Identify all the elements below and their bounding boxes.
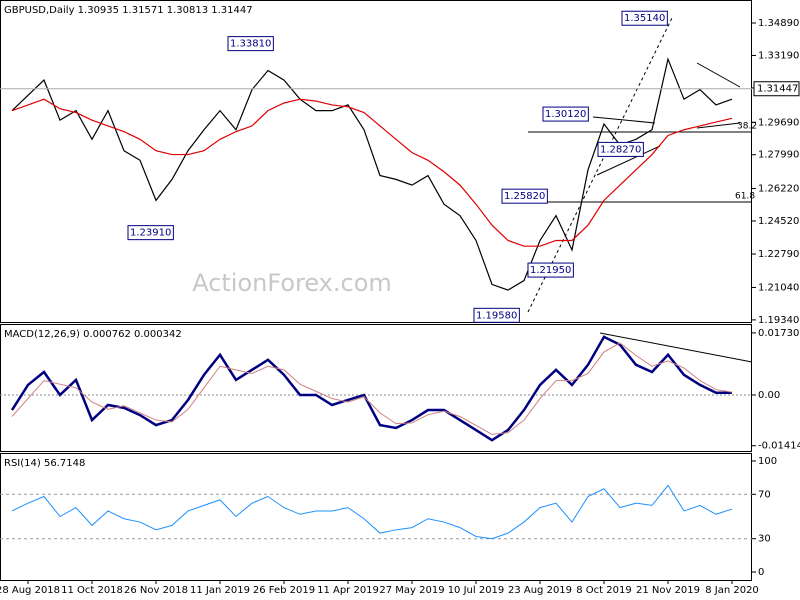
- macd-title: MACD(12,26,9) 0.000762 0.000342: [4, 329, 182, 340]
- x-tick-label: 28 Aug 2018: [0, 585, 60, 596]
- y-tick-label: 1.21040: [758, 282, 799, 293]
- x-tick-label: 23 Aug 2019: [508, 585, 572, 596]
- y-tick-label: 100: [758, 456, 777, 467]
- annotation-box: [501, 188, 548, 204]
- y-tick-label: 0: [758, 567, 764, 578]
- x-tick-label: 27 May 2019: [379, 585, 444, 596]
- last-price-box: [753, 81, 800, 97]
- annotation-box: [527, 262, 574, 278]
- y-tick-label: 1.24520: [758, 216, 799, 227]
- y-tick-label: 0.017302: [758, 328, 800, 339]
- x-tick-label: 21 Nov 2019: [636, 585, 700, 596]
- series-line: [11, 484, 733, 540]
- annotation-label: 1.25820: [504, 191, 545, 202]
- y-tick-label: -0.014148: [758, 441, 800, 452]
- rsi-title: RSI(14) 56.7148: [4, 458, 85, 469]
- rsi-panel: [0, 453, 752, 581]
- triangle-line: [696, 62, 741, 88]
- annotation-label: 1.35140: [624, 13, 665, 24]
- annotation-box: [227, 36, 274, 52]
- x-tick-label: 11 Jan 2019: [190, 585, 250, 596]
- series-line: [10, 335, 732, 442]
- y-tick-label: 0.00: [758, 390, 780, 401]
- annotation-box: [127, 225, 174, 241]
- annotation-label: 1.19580: [476, 310, 517, 321]
- y-tick-label: 1.22790: [758, 249, 799, 260]
- x-tick-label: 8 Oct 2019: [576, 585, 631, 596]
- y-tick-label: 1.34890: [758, 18, 799, 29]
- watermark: ActionForex.com: [192, 269, 392, 297]
- annotation-box: [621, 10, 668, 26]
- y-tick-label: 1.29690: [758, 117, 799, 128]
- x-tick-label: 10 Jul 2019: [448, 585, 505, 596]
- y-tick-label: 1.27990: [758, 150, 799, 161]
- annotation-box: [542, 106, 589, 122]
- last-price-label: 1.31447: [757, 84, 798, 95]
- triangle-line: [596, 145, 661, 176]
- y-tick-label: 30: [758, 534, 771, 545]
- x-tick-label: 11 Apr 2019: [317, 585, 379, 596]
- fib-label: 61.8: [735, 192, 755, 202]
- annotation-label: 1.23910: [130, 228, 171, 239]
- price-title: GBPUSD,Daily 1.30935 1.31571 1.30813 1.3…: [4, 5, 253, 16]
- x-tick-label: 8 Jan 2020: [705, 585, 759, 596]
- x-tick-label: 11 Oct 2018: [61, 585, 123, 596]
- annotation-label: 1.30120: [545, 109, 586, 120]
- fib-label: 38.2: [737, 122, 757, 132]
- triangle-line: [592, 116, 656, 124]
- series-line: [11, 342, 733, 435]
- annotation-label: 1.33810: [230, 39, 271, 50]
- annotation-label: 1.28270: [600, 144, 641, 155]
- macd-panel: [0, 324, 752, 452]
- macd-trend-line: [599, 332, 753, 363]
- y-tick-label: 1.19340: [758, 315, 799, 326]
- annotation-label: 1.21950: [530, 265, 571, 276]
- y-tick-label: 70: [758, 489, 771, 500]
- price-panel: [0, 0, 752, 323]
- triangle-line: [696, 122, 741, 129]
- annotation-box: [473, 307, 520, 323]
- x-tick-label: 26 Feb 2019: [253, 585, 315, 596]
- annotation-box: [597, 141, 644, 157]
- series-line: [11, 98, 733, 247]
- y-tick-label: 1.26220: [758, 184, 799, 195]
- series-line: [11, 57, 733, 291]
- x-tick-label: 26 Nov 2018: [124, 585, 188, 596]
- y-tick-label: 1.33190: [758, 50, 799, 61]
